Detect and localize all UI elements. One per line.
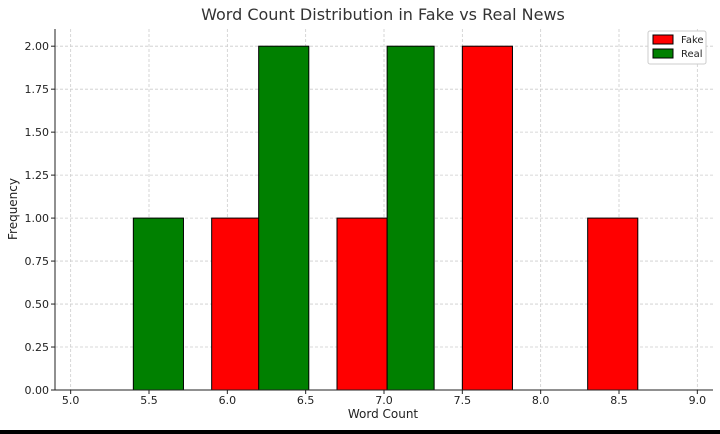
x-tick-label-1: 5.5 <box>140 394 158 407</box>
bar-fake-2 <box>461 45 513 391</box>
bars-layer <box>132 45 639 391</box>
y-axis-label: Frequency <box>6 178 20 240</box>
bar-fake-3 <box>587 217 639 391</box>
y-tick-label-2: 0.50 <box>25 298 50 311</box>
x-tick-label-3: 6.5 <box>297 394 315 407</box>
y-tick-label-7: 1.75 <box>25 83 50 96</box>
bar-fake-0 <box>211 217 263 391</box>
bottom-border <box>0 430 720 434</box>
y-tick-label-1: 0.25 <box>25 341 50 354</box>
bar-real-0 <box>132 217 184 391</box>
legend-swatch-fake <box>652 34 674 45</box>
x-tick-label-5: 7.5 <box>454 394 472 407</box>
y-tick-label-8: 2.00 <box>25 40 50 53</box>
x-tick-label-8: 9.0 <box>689 394 707 407</box>
y-tick-label-4: 1.00 <box>25 212 50 225</box>
legend: Fake Real <box>647 30 707 65</box>
y-tick-label-3: 0.75 <box>25 255 50 268</box>
x-tick-label-2: 6.0 <box>219 394 237 407</box>
x-tick-label-0: 5.0 <box>62 394 80 407</box>
legend-swatch-real <box>652 48 674 59</box>
bar-real-2 <box>386 45 435 391</box>
x-tick-label-7: 8.5 <box>610 394 628 407</box>
y-tick-label-6: 1.50 <box>25 126 50 139</box>
y-tick-label-5: 1.25 <box>25 169 50 182</box>
chart-title: Word Count Distribution in Fake vs Real … <box>201 5 565 24</box>
x-tick-label-4: 7.0 <box>375 394 393 407</box>
legend-label-real: Real <box>681 49 703 60</box>
bar-real-1 <box>258 45 310 391</box>
x-axis-label: Word Count <box>348 407 419 421</box>
bar-fake-1 <box>336 217 388 391</box>
x-tick-label-6: 8.0 <box>532 394 550 407</box>
y-tick-label-0: 0.00 <box>25 384 50 397</box>
axes-layer: 5.0 5.5 6.0 6.5 7.0 7.5 8.0 8.5 9.0 0.00 0.25 0.50 0… <box>25 29 713 407</box>
legend-label-fake: Fake <box>681 35 704 46</box>
